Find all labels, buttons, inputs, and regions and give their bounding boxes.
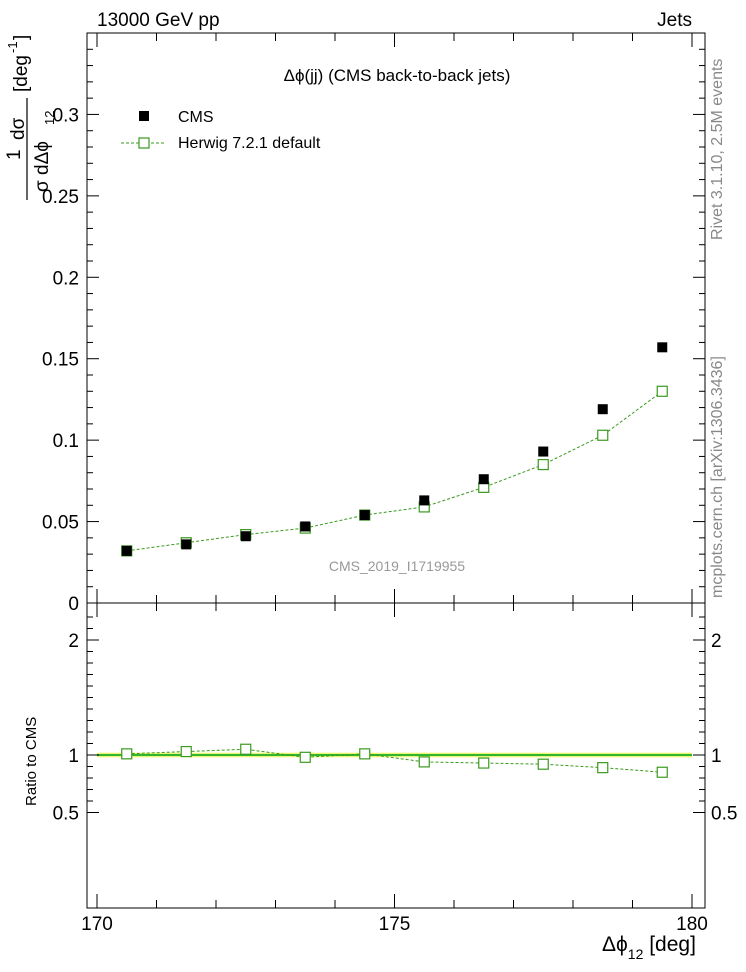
main-y-label: 1 dσ σ dΔϕ 12 [deg -1 ] <box>4 35 57 200</box>
main-y-ticks: 0 0.05 0.1 0.15 0.2 0.25 0.3 <box>42 48 705 615</box>
cms-point <box>240 531 251 542</box>
cms-point <box>359 510 370 521</box>
main-y-tick-label: 0.1 <box>53 431 79 452</box>
ratio-herwig-point <box>180 745 192 758</box>
x-tick-label: 180 <box>676 914 708 935</box>
legend-herwig-marker <box>138 137 150 149</box>
ylabel-num: 1 <box>4 149 25 160</box>
ratio-x-ticks: 170 175 180 <box>81 603 708 935</box>
cms-point <box>181 539 192 550</box>
ylabel-unit: [deg <box>11 55 32 92</box>
ratio-panel: 0.5 0.5 1 1 2 2 170 175 180 Ratio to CMS <box>23 602 737 935</box>
main-panel: 0 0.05 0.1 0.15 0.2 0.25 0.3 Δϕ(jj) (CMS back-… <box>4 32 706 615</box>
main-y-tick-label: 0.25 <box>42 187 79 208</box>
ylabel-sub: 12 <box>42 111 57 125</box>
cms-point <box>121 545 132 556</box>
xlabel-main: Δϕ <box>602 933 628 956</box>
herwig-point <box>656 385 668 397</box>
ratio-series-layer <box>121 743 668 778</box>
x-axis-label: Δϕ12 [deg] <box>602 933 696 962</box>
svg-text:σ: σ <box>32 180 53 192</box>
ratio-herwig-point <box>121 748 133 760</box>
svg-text:12: 12 <box>42 111 57 125</box>
main-series-layer <box>121 342 668 557</box>
ratio-herwig-point <box>478 757 490 769</box>
legend-herwig-label: Herwig 7.2.1 default <box>178 135 321 152</box>
svg-text:dσ: dσ <box>8 117 29 140</box>
watermark: CMS_2019_I1719955 <box>329 558 465 574</box>
cms-point <box>478 474 489 485</box>
main-title: Δϕ(jj) (CMS back-to-back jets) <box>284 66 511 85</box>
ratio-herwig-point <box>240 743 252 755</box>
svg-text:Δϕ12 [deg]: Δϕ12 [deg] <box>602 933 696 962</box>
ratio-herwig-point <box>359 748 371 760</box>
svg-text:dΔϕ: dΔϕ <box>32 141 53 175</box>
ratio-y-tick-label-right: 2 <box>711 631 722 652</box>
main-y-tick-label: 0.15 <box>42 350 79 371</box>
ratio-y-tick-label: 2 <box>68 631 79 652</box>
ratio-y-tick-label: 1 <box>68 746 79 767</box>
main-x-ticks <box>96 33 693 603</box>
svg-text:-1: -1 <box>5 41 20 53</box>
ratio-y-ticks: 0.5 0.5 1 1 2 2 <box>53 616 737 825</box>
cms-point <box>300 521 311 532</box>
main-y-tick-label: 0 <box>68 594 79 615</box>
svg-text:[deg: [deg <box>11 55 32 92</box>
legend: CMS Herwig 7.2.1 default <box>121 109 321 152</box>
main-y-tick-label: 0.2 <box>53 268 79 289</box>
xlabel-unit: [deg] <box>643 933 696 956</box>
ratio-herwig-point <box>656 766 668 778</box>
main-y-tick-label: 0.3 <box>53 105 79 126</box>
cms-point <box>657 342 668 353</box>
ratio-y-label: Ratio to CMS <box>23 717 40 806</box>
cms-point <box>419 495 430 506</box>
svg-text:]: ] <box>11 35 32 40</box>
ratio-herwig-point <box>418 756 430 768</box>
header-right: Jets <box>657 10 692 31</box>
header-left: 13000 GeV pp <box>97 10 220 31</box>
herwig-point <box>537 458 549 471</box>
ratio-herwig-point <box>597 762 609 774</box>
ylabel-sigma: σ <box>32 180 53 192</box>
xlabel-sub: 12 <box>628 946 644 962</box>
x-tick-label: 175 <box>379 914 411 935</box>
herwig-line <box>126 390 663 552</box>
ratio-herwig-line <box>126 748 663 773</box>
legend-cms-marker <box>139 111 149 121</box>
svg-text:1: 1 <box>4 149 25 160</box>
ylabel-ddphi: dΔϕ <box>32 141 53 175</box>
main-y-tick-label: 0.05 <box>42 513 79 534</box>
ratio-y-tick-label: 0.5 <box>53 804 79 825</box>
herwig-point <box>597 429 609 441</box>
ratio-herwig-point <box>537 758 549 770</box>
ratio-y-tick-label-right: 0.5 <box>711 804 737 825</box>
mcplots-credit: mcplots.cern.ch [arXiv:1306.3436] <box>709 356 726 598</box>
ylabel-unit-close: ] <box>11 35 32 40</box>
rivet-credit: Rivet 3.1.10, 2.5M events <box>709 59 726 240</box>
ratio-herwig-point <box>299 751 311 763</box>
x-tick-label: 170 <box>81 914 113 935</box>
ylabel-dsigma: dσ <box>8 117 29 140</box>
ylabel-unit-exp: -1 <box>5 41 20 53</box>
cms-point <box>538 446 549 457</box>
legend-cms-label: CMS <box>178 109 214 126</box>
cms-point <box>597 404 608 415</box>
ratio-y-tick-label-right: 1 <box>711 746 722 767</box>
